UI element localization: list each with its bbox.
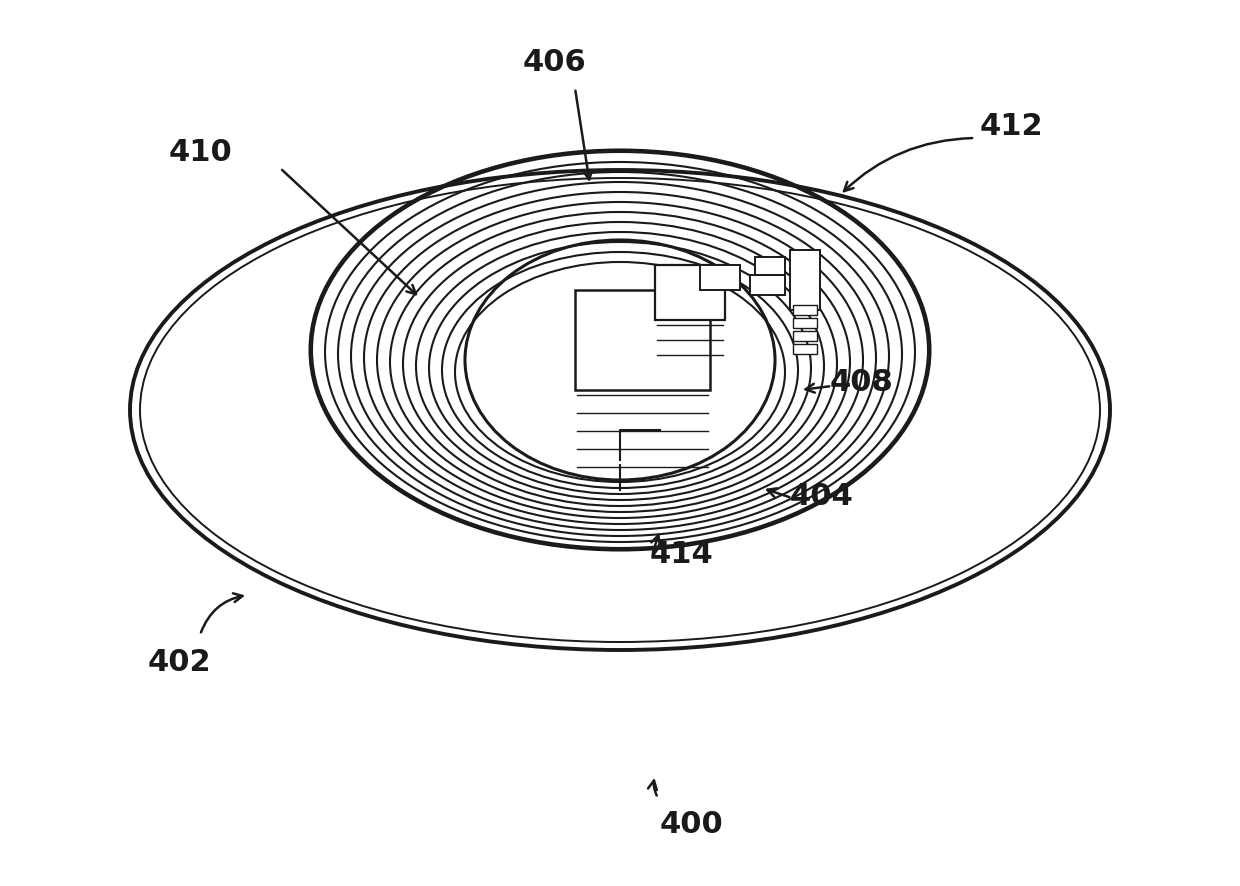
Text: 402: 402 — [148, 648, 212, 677]
Text: 400: 400 — [660, 810, 724, 839]
Text: 406: 406 — [523, 48, 587, 77]
Ellipse shape — [130, 170, 1110, 650]
Text: 404: 404 — [790, 482, 854, 511]
Text: 410: 410 — [169, 138, 232, 167]
Bar — [794, 305, 817, 315]
Bar — [655, 265, 725, 320]
Text: 414: 414 — [650, 540, 714, 569]
Text: 412: 412 — [980, 112, 1044, 141]
Text: 408: 408 — [830, 368, 894, 397]
Bar — [701, 265, 740, 290]
Bar — [790, 250, 820, 310]
Bar — [794, 318, 817, 328]
Bar — [755, 257, 785, 275]
Bar — [794, 331, 817, 341]
Bar — [575, 290, 711, 390]
Bar — [794, 344, 817, 354]
Bar — [750, 275, 785, 295]
